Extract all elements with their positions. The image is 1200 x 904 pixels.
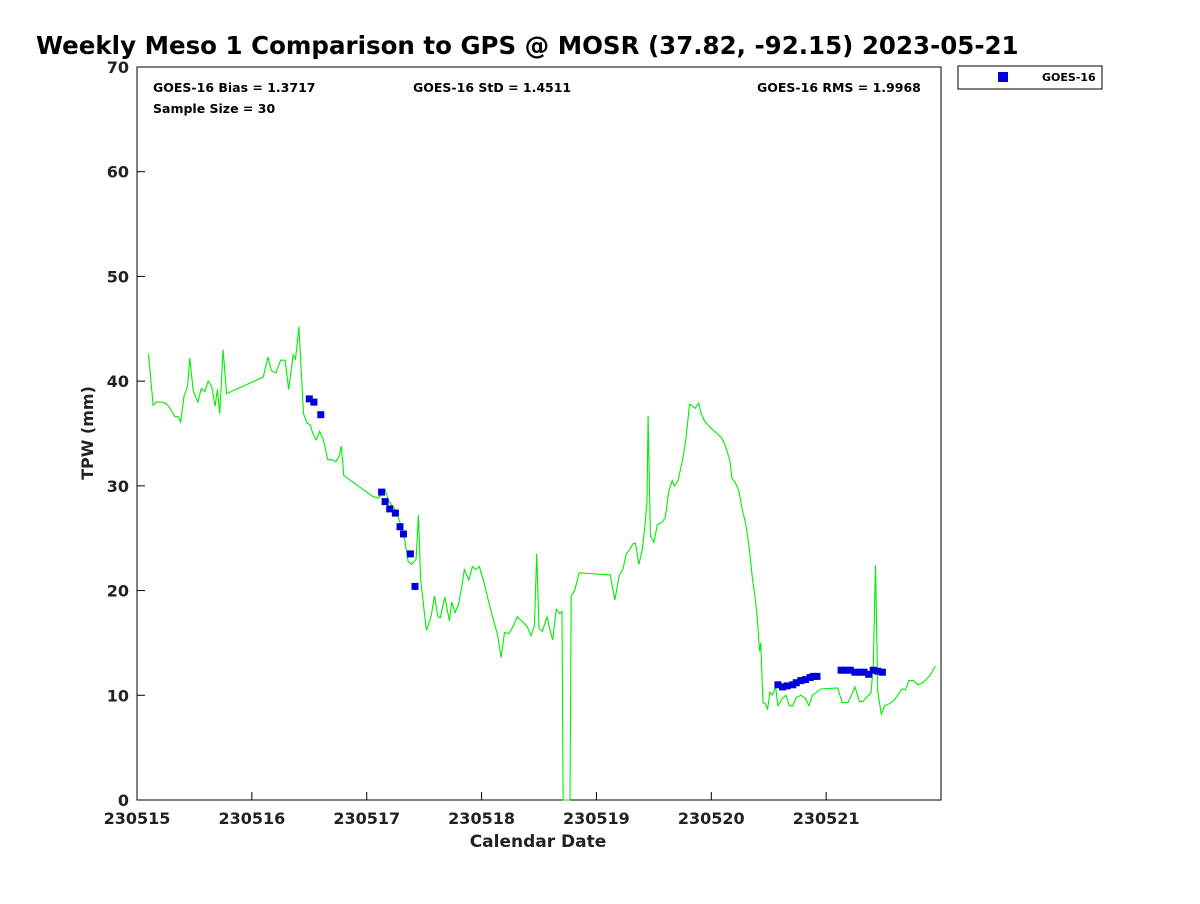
x-axis: 230515 230516 230517 230518 230519 230520 2305… xyxy=(104,792,860,828)
goes16-point xyxy=(783,682,791,690)
x-tick-label: 230520 xyxy=(678,809,745,828)
goes16-point xyxy=(400,530,407,538)
x-axis-label: Calendar Date xyxy=(470,832,607,852)
y-tick-label: 60 xyxy=(107,163,129,182)
goes16-point xyxy=(381,498,389,506)
goes16-point xyxy=(406,550,414,558)
goes16-point xyxy=(378,488,386,496)
legend-box xyxy=(957,65,1103,90)
stat-sample-size: Sample Size = 30 xyxy=(153,101,275,116)
legend-label: GOES-16 xyxy=(1042,71,1096,84)
legend-marker xyxy=(998,72,1008,82)
gps-tpw-line xyxy=(147,326,936,801)
goes16-point xyxy=(411,582,419,590)
x-tick-label: 230519 xyxy=(563,809,630,828)
goes16-point xyxy=(317,411,325,419)
goes16-point xyxy=(851,668,859,676)
y-tick-label: 30 xyxy=(107,477,129,496)
y-tick-label: 50 xyxy=(107,267,129,286)
y-tick-label: 70 xyxy=(107,58,129,77)
goes16-point xyxy=(878,668,886,676)
goes16-point xyxy=(396,523,404,531)
stat-std: GOES-16 StD = 1.4511 xyxy=(413,80,571,95)
goes16-point xyxy=(305,395,313,403)
stat-rms: GOES-16 RMS = 1.9968 xyxy=(757,80,921,95)
x-tick-label: 230515 xyxy=(104,809,171,828)
goes16-point xyxy=(837,666,845,674)
stat-bias: GOES-16 Bias = 1.3717 xyxy=(153,80,315,95)
y-tick-label: 10 xyxy=(107,686,129,705)
x-tick-label: 230521 xyxy=(793,809,860,828)
y-tick-label: 20 xyxy=(107,582,129,601)
goes16-point xyxy=(774,681,782,689)
goes16-point xyxy=(792,679,800,687)
goes16-point xyxy=(779,683,786,691)
y-axis-label: TPW (mm) xyxy=(78,386,97,480)
goes16-point xyxy=(860,668,868,676)
goes16-point xyxy=(856,668,863,676)
plot-area-frame xyxy=(136,66,942,801)
goes16-point xyxy=(802,676,809,684)
y-tick-label: 0 xyxy=(118,791,129,810)
goes16-point xyxy=(846,666,854,674)
x-tick-label: 230518 xyxy=(448,809,515,828)
goes16-point xyxy=(310,398,318,406)
x-tick-label: 230516 xyxy=(218,809,285,828)
goes16-point xyxy=(842,666,850,674)
goes16-point xyxy=(797,677,805,685)
y-tick-label: 40 xyxy=(107,372,129,391)
goes16-point xyxy=(386,505,394,513)
goes16-point xyxy=(869,666,877,674)
goes16-point xyxy=(865,670,873,678)
chart-title: Weekly Meso 1 Comparison to GPS @ MOSR (… xyxy=(36,31,1019,60)
goes16-point xyxy=(813,672,821,680)
legend: GOES-16 xyxy=(957,65,1103,90)
goes16-point xyxy=(874,667,882,675)
y-axis: 0 10 20 30 40 50 60 70 xyxy=(107,58,145,810)
goes16-point xyxy=(391,509,399,517)
series-layer xyxy=(147,326,936,801)
x-tick-label: 230517 xyxy=(333,809,400,828)
